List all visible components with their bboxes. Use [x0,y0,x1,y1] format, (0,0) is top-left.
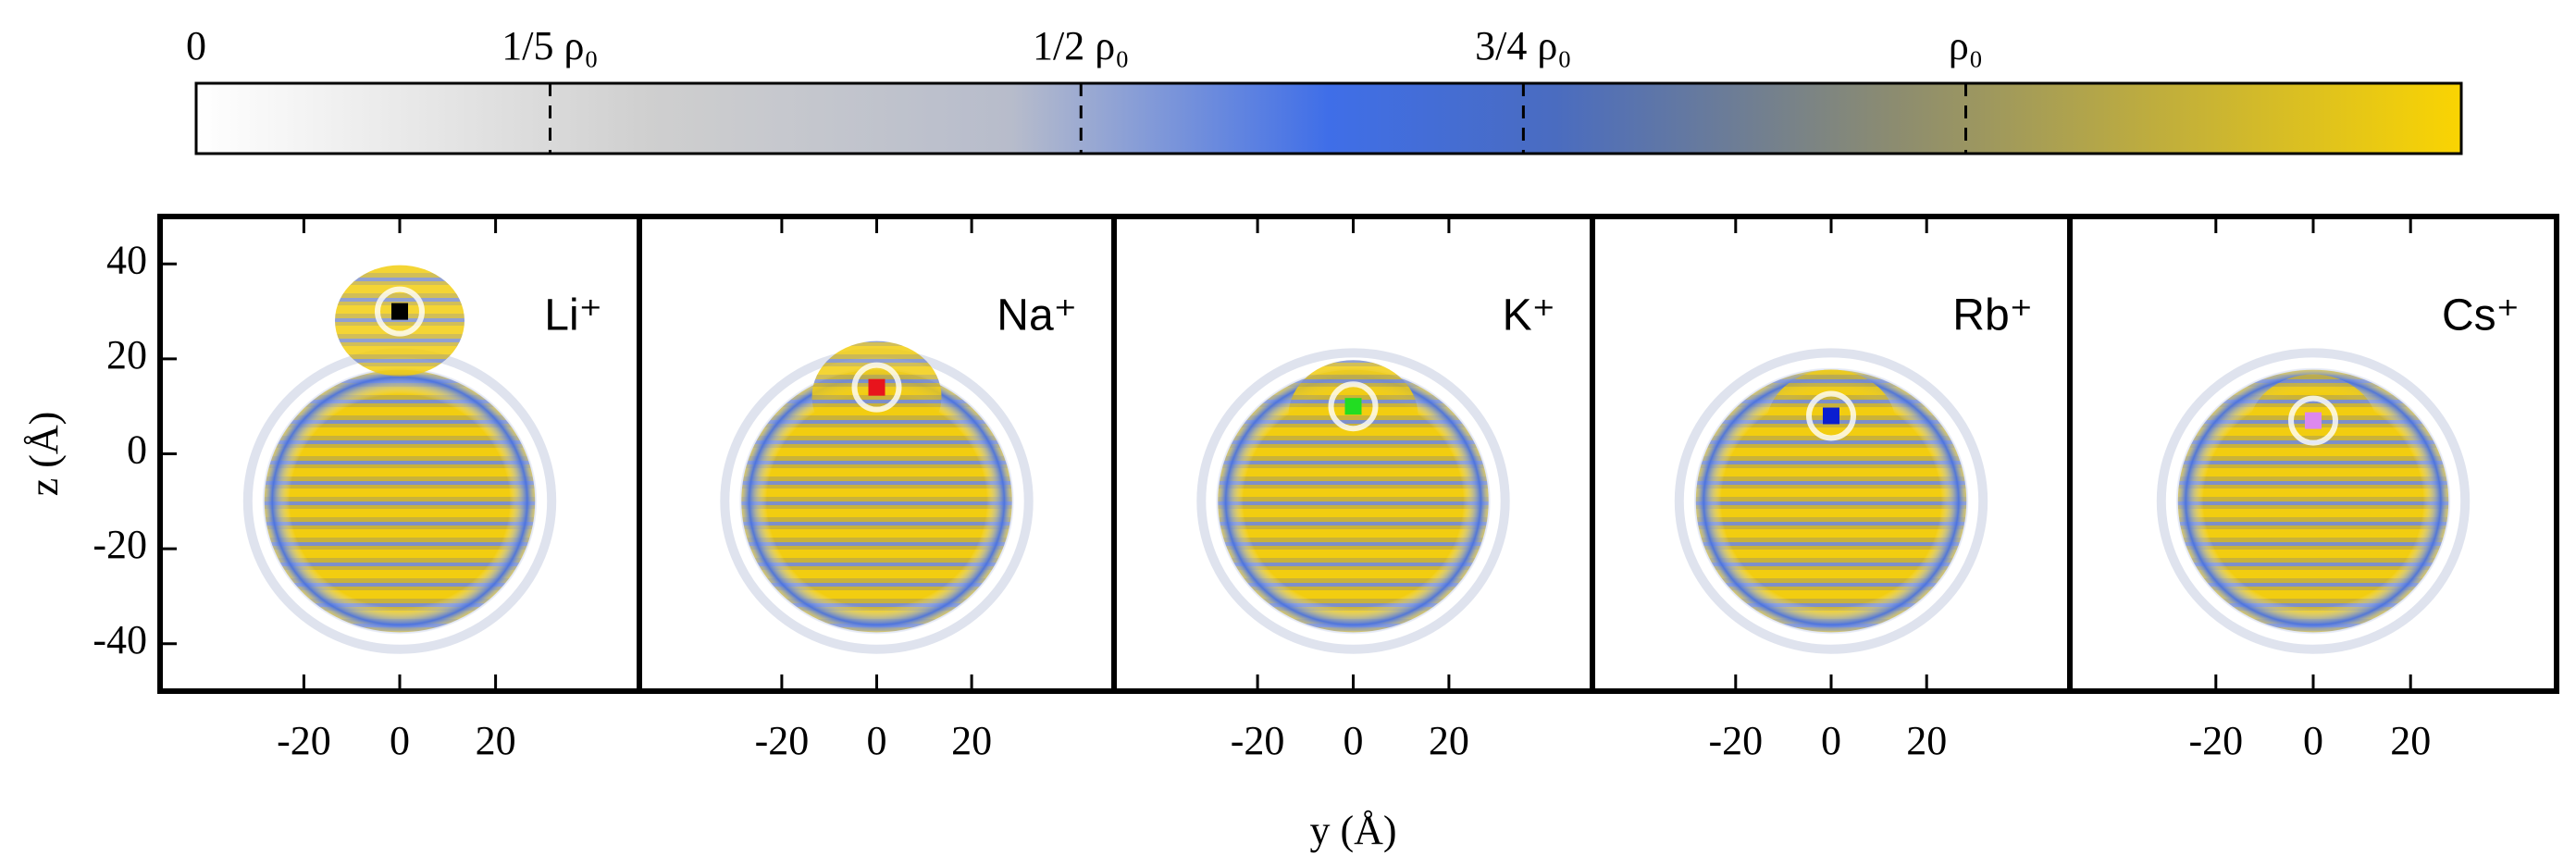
x-tick-label: -20 [277,718,331,763]
x-tick-label: 20 [1906,718,1947,763]
ion-shell [2288,395,2338,446]
panel: Na⁺ -20 0 20 [637,214,1117,763]
ion-marker [868,378,886,396]
colorbar-tick-label: 3/4 ρ₀ [1475,23,1572,68]
density-halo [1196,348,1510,654]
density-map [242,265,557,654]
ion-label: K⁺ [1503,291,1555,340]
panel: Cs⁺ -20 0 20 [2067,214,2559,763]
density-halo [2156,348,2471,654]
colorbar-tick-label: 0 [186,23,206,68]
x-axis-label: y (Å) [1309,808,1396,853]
density-edge [2175,367,2451,635]
density-map [720,340,1034,654]
density-edge [739,367,1014,635]
density-edge [1693,367,1969,635]
y-tick-label: 0 [127,427,147,473]
x-tick-label: 0 [1344,718,1364,763]
density-cap [1766,369,1896,481]
ion-shell [851,362,902,413]
x-tick-label: 20 [2390,718,2431,763]
panel: K⁺ -20 0 20 y (Å) [1111,214,1595,853]
panel: Li⁺ -20 0 20 40 20 0 -20 -40 z (Å) [21,214,642,763]
x-tick-label: 20 [951,718,992,763]
x-tick-label: 0 [867,718,887,763]
ion-shell [375,286,425,337]
density-map [1196,348,1510,654]
x-tick-label: -20 [755,718,810,763]
colorbar [194,81,2463,155]
density-halo [1674,348,1988,654]
colorbar-tick-label: 1/5 ρ₀ [502,23,599,68]
ion-label: Na⁺ [997,291,1077,340]
y-tick-label: -40 [93,617,147,662]
density-edge [1216,367,1491,635]
ion-marker [2305,412,2322,429]
ion-marker [1823,407,1839,425]
x-tick-label: 0 [390,718,410,763]
colorbar-tick-label: ρ₀ [1949,23,1983,68]
x-tick-label: 20 [1429,718,1469,763]
density-edge [262,367,538,635]
y-tick-label: 40 [106,237,147,282]
y-tick-label: -20 [93,522,147,567]
density-cap [811,340,942,452]
x-tick-label: 20 [476,718,516,763]
ion-label: Cs⁺ [2442,291,2520,340]
x-tick-label: -20 [1231,718,1285,763]
ion-marker [1344,398,1362,415]
colorbar-gradient [194,81,2463,155]
ion-shell [1328,381,1379,432]
y-axis-label: z (Å) [21,412,67,497]
density-cap [2248,374,2378,486]
x-tick-label: 0 [1821,718,1841,763]
x-tick-label: -20 [2188,718,2243,763]
y-tick-label: 20 [106,332,147,377]
x-tick-label: 0 [2303,718,2323,763]
density-cap [335,265,464,377]
density-cap [1288,360,1418,472]
ion-label: Rb⁺ [1952,291,2033,340]
density-map [2156,348,2471,654]
ion-label: Li⁺ [544,291,602,340]
density-map [1674,348,1988,654]
panel: Rb⁺ -20 0 20 [1590,214,2073,763]
colorbar-tick-label: 1/2 ρ₀ [1033,23,1130,68]
x-tick-label: -20 [1708,718,1763,763]
ion-marker [391,303,408,320]
ion-shell [1806,390,1856,441]
